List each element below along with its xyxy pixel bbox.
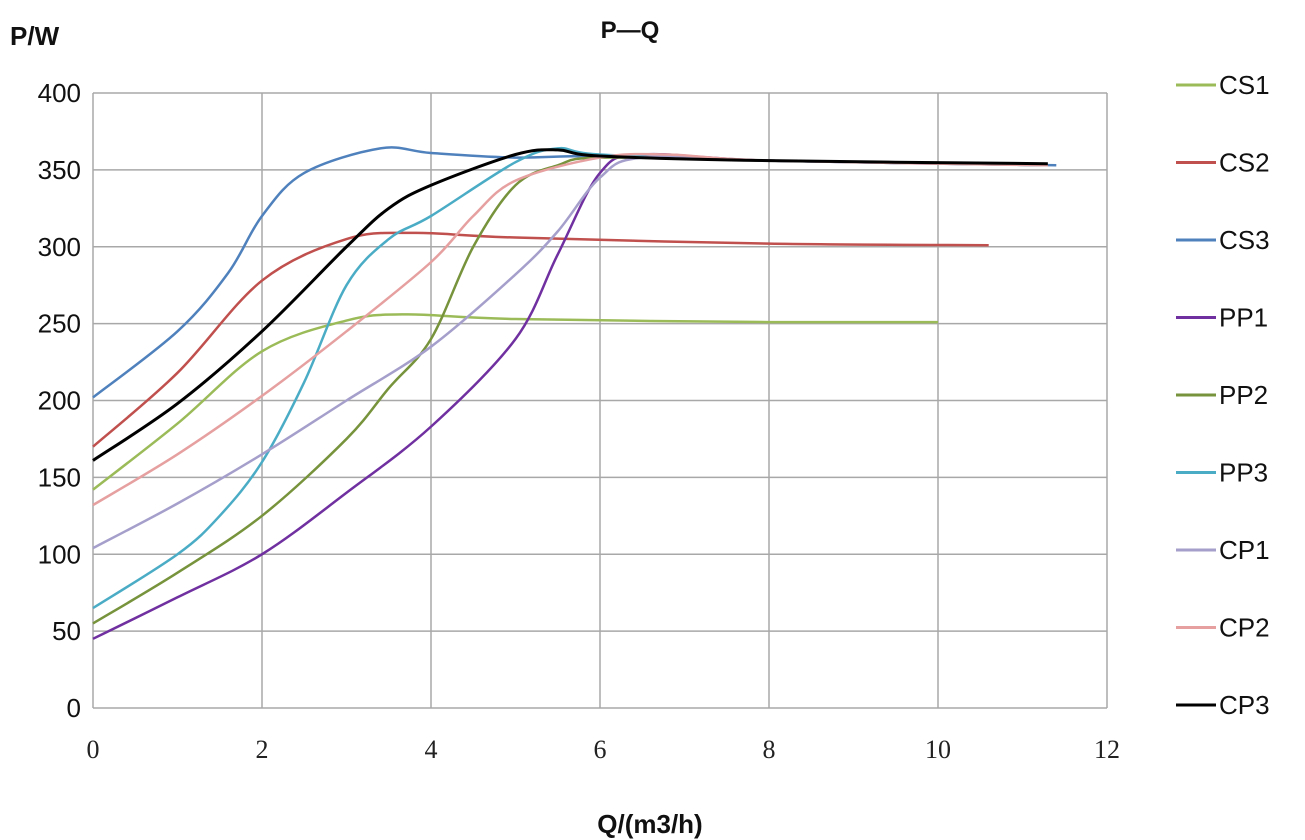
series-line-pp3 [92,146,1048,610]
legend-label-cp3: CP3 [1219,690,1270,720]
y-axis-label: P/W [10,21,60,51]
grid [92,92,1108,709]
y-tick-label: 250 [38,309,81,339]
y-tick-label: 300 [38,232,81,262]
y-tick-label: 100 [38,539,81,569]
series-lines [92,146,1057,640]
y-tick-label: 150 [38,462,81,492]
x-tick-label: 12 [1094,735,1120,764]
legend-label-cp1: CP1 [1219,535,1270,565]
series-line-cs2 [92,231,989,448]
y-tick-label: 350 [38,155,81,185]
x-tick-label: 8 [763,735,776,764]
series-line-cp1 [92,155,1048,550]
series-line-cs1 [92,313,939,491]
y-tick-label: 400 [38,78,81,108]
legend-label-cs2: CS2 [1219,148,1270,178]
x-tick-label: 0 [87,735,100,764]
series-line-cp2 [92,152,1048,507]
legend: CS1 CS2 CS3 PP1 PP2 PP3 CP1 CP2 CP3 [1176,70,1270,720]
legend-label-cs3: CS3 [1219,225,1270,255]
legend-label-pp2: PP2 [1219,380,1268,410]
series-line-cp3 [92,148,1048,462]
x-tick-label: 10 [925,735,951,764]
legend-label-cs1: CS1 [1219,70,1270,100]
legend-label-pp1: PP1 [1219,303,1268,333]
series-line-pp1 [92,152,1048,640]
y-tick-label: 50 [52,616,81,646]
x-tick-label: 2 [256,735,269,764]
y-tick-label: 200 [38,386,81,416]
x-axis-label: Q/(m3/h) [597,809,702,839]
tick-labels: 0 50 100 150 200 250 300 350 400 0 2 4 6 8 10 12 [38,78,1120,764]
x-tick-label: 4 [425,735,438,764]
series-line-cs3 [92,146,1057,399]
chart-title: P—Q [601,17,660,44]
legend-label-cp2: CP2 [1219,613,1270,643]
legend-label-pp3: PP3 [1219,458,1268,488]
x-tick-label: 6 [594,735,607,764]
y-tick-label: 0 [67,693,81,723]
